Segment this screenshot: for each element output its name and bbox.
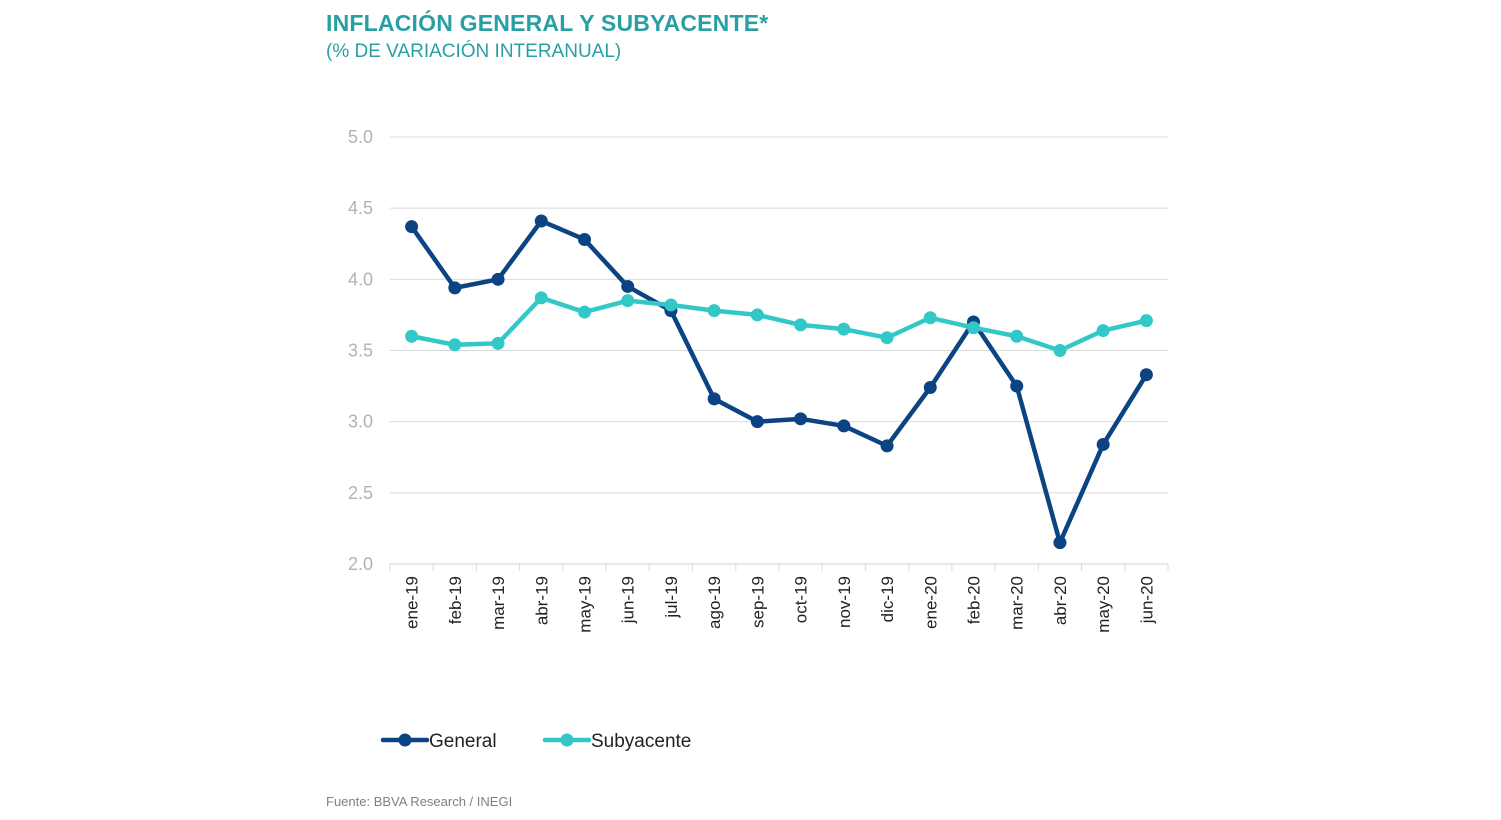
data-point <box>707 392 721 406</box>
y-tick-label: 3.0 <box>348 412 373 432</box>
x-tick-label: mar-19 <box>489 576 508 630</box>
legend-swatch-marker <box>398 733 412 747</box>
data-point <box>448 281 462 295</box>
x-tick-label: ene-19 <box>403 576 422 629</box>
x-tick-label: ene-20 <box>921 576 940 629</box>
x-tick-label: dic-19 <box>878 576 897 622</box>
data-point <box>664 298 678 312</box>
data-point <box>1053 344 1067 357</box>
x-tick-label: jun-19 <box>619 576 638 624</box>
data-point <box>880 331 894 345</box>
series-subyacente <box>405 291 1153 357</box>
legend-label: Subyacente <box>591 731 691 752</box>
x-tick-label: may-20 <box>1094 576 1113 633</box>
data-point <box>923 311 937 325</box>
data-point <box>794 318 808 332</box>
data-point <box>1010 329 1024 343</box>
data-point <box>1053 536 1067 550</box>
legend-swatch-marker <box>560 733 574 747</box>
y-tick-label: 2.5 <box>348 483 373 503</box>
data-point <box>1139 314 1153 328</box>
data-point <box>880 439 894 453</box>
y-tick-label: 4.5 <box>348 198 373 218</box>
data-point <box>621 294 635 308</box>
series-lines <box>405 214 1153 550</box>
x-tick-label: ago-19 <box>705 576 724 629</box>
data-point <box>1139 368 1153 382</box>
chart-subtitle: (% DE VARIACIÓN INTERANUAL) <box>326 41 622 62</box>
data-point <box>967 321 980 335</box>
data-point <box>491 272 505 286</box>
x-tick-label: may-19 <box>576 576 595 633</box>
x-tick-label: feb-20 <box>965 576 984 624</box>
chart-title: INFLACIÓN GENERAL Y SUBYACENTE* <box>326 10 769 36</box>
x-tick-label: abr-19 <box>532 576 551 625</box>
data-point <box>621 279 635 293</box>
data-point <box>923 381 937 395</box>
x-tick-label: nov-19 <box>835 576 854 628</box>
y-axis-ticks: 5.0 4.5 4.0 3.5 3.0 2.5 2.0 <box>348 127 373 574</box>
data-point <box>405 220 419 234</box>
legend-item-subyacente: Subyacente <box>542 731 691 752</box>
y-tick-label: 5.0 <box>348 127 373 147</box>
x-axis <box>389 563 1169 571</box>
gridlines <box>390 136 1168 494</box>
data-point <box>794 412 808 426</box>
data-point <box>534 291 548 305</box>
data-point <box>1010 379 1024 393</box>
x-tick-label: jun-20 <box>1137 576 1156 624</box>
y-tick-label: 4.0 <box>348 269 373 289</box>
legend: General Subyacente <box>380 731 691 752</box>
data-point <box>578 305 591 319</box>
y-tick-label: 3.5 <box>348 341 373 361</box>
data-point <box>448 338 462 352</box>
line-chart: 5.0 4.5 4.0 3.5 3.0 2.5 2.0 ene-19 feb-19 mar-19… <box>348 127 1169 752</box>
x-tick-label: sep-19 <box>748 576 767 628</box>
data-point <box>534 214 548 228</box>
data-point <box>491 336 505 350</box>
x-axis-ticks: ene-19 feb-19 mar-19 abr-19 may-19 jun-19 jul-… <box>403 576 1157 633</box>
series-line-general <box>409 218 1149 545</box>
data-point <box>1096 437 1110 451</box>
data-point <box>750 308 764 322</box>
data-point <box>750 415 764 429</box>
x-tick-label: oct-19 <box>792 576 811 623</box>
y-tick-label: 2.0 <box>348 554 373 574</box>
data-point <box>578 232 591 246</box>
data-point <box>1096 324 1110 338</box>
data-point <box>837 419 851 433</box>
data-point <box>405 329 419 343</box>
x-tick-label: mar-20 <box>1008 576 1027 630</box>
data-point <box>837 322 851 336</box>
data-point <box>707 304 721 318</box>
x-tick-label: jul-19 <box>662 576 681 619</box>
series-general <box>405 214 1153 550</box>
legend-label: General <box>429 731 497 752</box>
legend-item-general: General <box>380 731 497 752</box>
x-tick-label: abr-20 <box>1051 576 1070 625</box>
source-note: Fuente: BBVA Research / INEGI <box>326 794 513 809</box>
x-tick-label: feb-19 <box>446 576 465 624</box>
series-line-subyacente <box>409 295 1149 353</box>
